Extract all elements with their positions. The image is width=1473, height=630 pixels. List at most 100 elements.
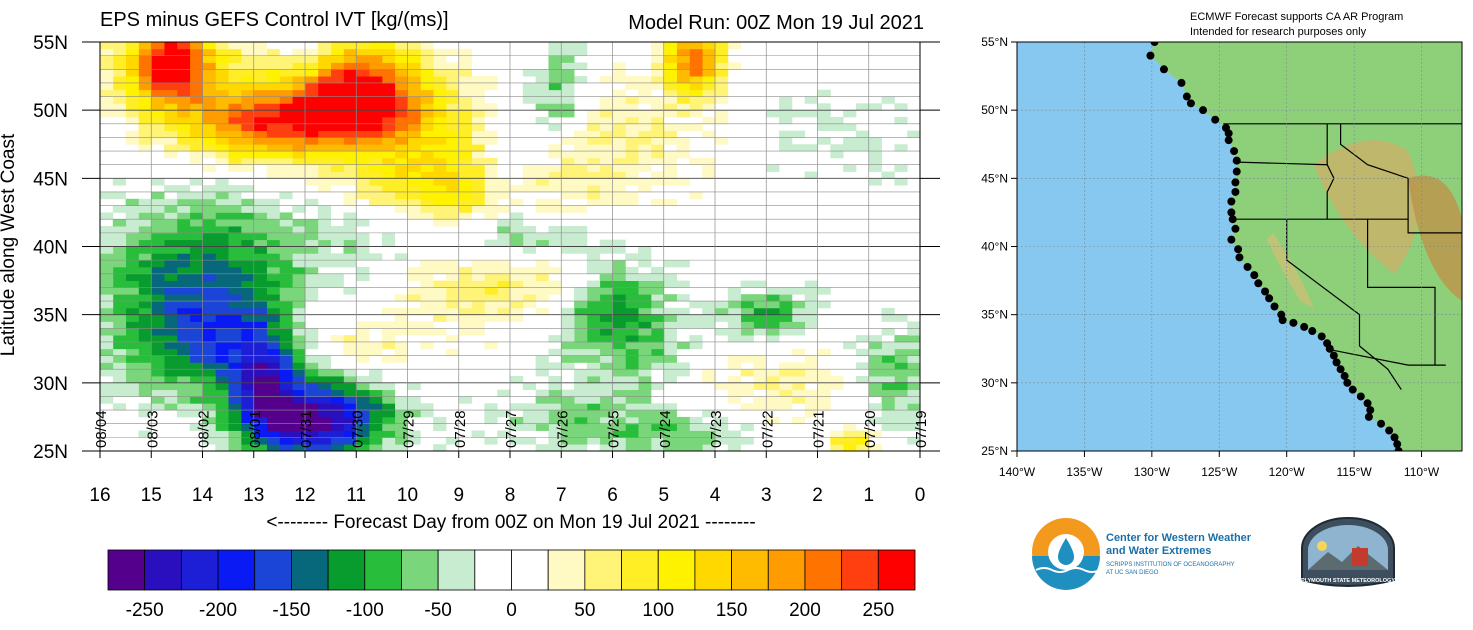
heatmap-cell xyxy=(612,239,626,247)
heatmap-cell xyxy=(420,103,434,111)
heatmap-cell xyxy=(907,341,921,350)
heatmap-cell xyxy=(599,110,613,118)
heatmap-cell xyxy=(356,430,370,438)
heatmap-cell xyxy=(125,382,139,391)
heatmap-cell xyxy=(356,335,370,343)
heatmap-cell xyxy=(317,76,332,84)
heatmap-cell xyxy=(458,130,472,138)
heatmap-cell xyxy=(715,96,729,104)
heatmap-cell xyxy=(240,212,255,220)
heatmap-cell xyxy=(471,205,485,213)
heatmap-cell xyxy=(100,232,114,241)
heatmap-cell xyxy=(663,341,677,350)
heatmap-cell xyxy=(907,130,921,138)
heatmap-cell xyxy=(292,416,306,425)
heatmap-cell xyxy=(433,110,447,118)
heatmap-cell xyxy=(253,273,267,281)
heatmap-cell xyxy=(407,307,421,316)
heatmap-cell xyxy=(586,164,601,172)
heatmap-cell xyxy=(638,89,652,97)
heatmap-cell xyxy=(100,382,114,391)
heatmap-cell xyxy=(663,423,677,431)
heatmap-cell xyxy=(433,130,447,138)
heatmap-cell xyxy=(676,437,690,445)
heatmap-cell xyxy=(715,55,729,63)
heatmap-cell xyxy=(266,123,280,132)
heatmap-cell xyxy=(356,55,370,63)
heatmap-cell xyxy=(189,335,203,343)
heatmap-cell xyxy=(868,164,882,172)
heatmap-cell xyxy=(112,89,127,97)
heatmap-cell xyxy=(612,62,626,70)
heatmap-cell xyxy=(522,69,537,77)
heatmap-cell xyxy=(497,260,511,268)
heatmap-cell xyxy=(650,307,665,316)
heatmap-cell xyxy=(779,287,793,295)
heatmap-cell xyxy=(433,444,447,452)
heatmap-cell xyxy=(381,62,396,70)
heatmap-cell xyxy=(151,369,165,377)
heatmap-cell xyxy=(471,76,485,84)
heatmap-cell xyxy=(804,280,818,288)
heatmap-cell xyxy=(715,423,729,431)
heatmap-cell xyxy=(356,157,370,166)
date-label: 07/31 xyxy=(298,410,315,448)
heatmap-cell xyxy=(663,178,677,186)
heatmap-cell xyxy=(625,273,639,281)
heatmap-cell xyxy=(228,116,242,125)
heatmap-cell xyxy=(305,246,319,254)
heatmap-cell xyxy=(100,253,114,261)
heatmap-cell xyxy=(522,226,537,234)
heatmap-cell xyxy=(253,42,267,50)
heatmap-cell xyxy=(317,253,332,261)
heatmap-cell xyxy=(779,403,793,411)
heatmap-cell xyxy=(458,123,472,132)
heatmap-cell xyxy=(317,219,332,227)
heatmap-cell xyxy=(240,96,255,104)
heatmap-cell xyxy=(317,157,332,166)
heatmap-cell xyxy=(176,212,191,220)
heatmap-cell xyxy=(599,239,613,247)
heatmap-cell xyxy=(420,205,434,213)
heatmap-cell xyxy=(458,144,472,152)
heatmap-cell xyxy=(164,376,178,384)
heatmap-cell xyxy=(317,437,332,445)
heatmap-cell xyxy=(189,219,203,227)
heatmap-cell xyxy=(445,266,460,275)
heatmap-cell xyxy=(189,301,203,309)
heatmap-cell xyxy=(612,321,626,329)
heatmap-cell xyxy=(548,389,562,397)
heatmap-cell xyxy=(574,157,588,166)
heatmap-cell xyxy=(445,89,460,97)
heatmap-cell xyxy=(548,171,562,179)
heatmap-cell xyxy=(727,376,742,384)
heatmap-cell xyxy=(881,376,895,384)
heatmap-cell xyxy=(663,260,677,268)
heatmap-cell xyxy=(394,55,408,63)
heatmap-cell xyxy=(638,444,652,452)
heatmap-cell xyxy=(599,76,613,84)
heatmap-cell xyxy=(176,273,191,281)
heatmap-cell xyxy=(458,89,472,97)
heatmap-cell xyxy=(484,185,498,193)
heatmap-cell xyxy=(202,253,216,261)
heatmap-cell xyxy=(894,144,908,152)
heatmap-cell xyxy=(317,403,332,411)
heatmap-cell xyxy=(638,362,652,370)
heatmap-cell xyxy=(612,69,626,77)
heatmap-cell xyxy=(317,55,332,63)
heatmap-cell xyxy=(471,82,485,91)
heatmap-cell xyxy=(253,55,267,63)
heatmap-cell xyxy=(445,191,460,200)
heatmap-cell xyxy=(612,273,626,281)
heatmap-cell xyxy=(279,226,293,234)
heatmap-cell xyxy=(586,382,601,391)
heatmap-cell xyxy=(215,42,229,50)
heatmap-cell xyxy=(727,42,742,50)
heatmap-cell xyxy=(381,82,396,91)
heatmap-cell xyxy=(740,355,754,363)
heatmap-cell xyxy=(176,341,191,350)
heatmap-cell xyxy=(189,266,203,275)
heatmap-cell xyxy=(779,314,793,322)
heatmap-cell xyxy=(599,103,613,111)
